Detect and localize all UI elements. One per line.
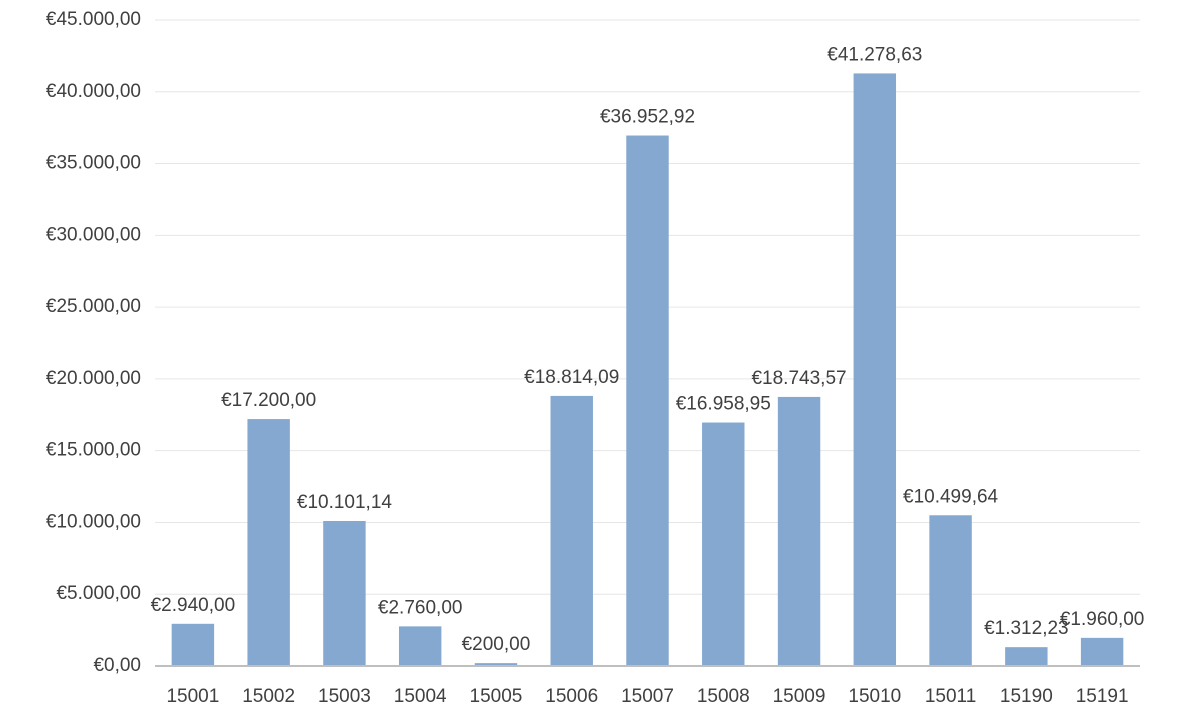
x-tick-label: 15009	[773, 686, 826, 707]
bar	[1005, 647, 1048, 666]
data-label: €18.743,57	[751, 368, 846, 389]
data-label: €16.958,95	[676, 394, 771, 415]
bar	[626, 135, 669, 666]
x-tick-label: 15002	[242, 686, 295, 707]
x-tick-label: 15006	[545, 686, 598, 707]
y-tick-label: €45.000,00	[46, 9, 141, 30]
y-tick-label: €10.000,00	[46, 511, 141, 532]
bar	[247, 419, 290, 666]
y-tick-label: €0,00	[93, 655, 141, 676]
data-label: €1.312,23	[984, 618, 1069, 639]
x-tick-label: 15010	[848, 686, 901, 707]
x-tick-label: 15191	[1076, 686, 1129, 707]
y-tick-label: €25.000,00	[46, 296, 141, 317]
x-tick-label: 15007	[621, 686, 674, 707]
data-label: €17.200,00	[221, 390, 316, 411]
data-label: €1.960,00	[1060, 609, 1145, 630]
bar	[474, 663, 518, 666]
y-tick-label: €30.000,00	[46, 224, 141, 245]
bar	[1080, 637, 1124, 666]
bar	[853, 73, 897, 666]
x-tick-label: 15005	[470, 686, 523, 707]
bar	[777, 396, 821, 666]
bar	[398, 626, 442, 666]
data-label: €10.499,64	[903, 486, 999, 507]
y-tick-label: €5.000,00	[56, 583, 141, 604]
data-label: €41.278,63	[827, 44, 922, 65]
data-label: €10.101,14	[297, 492, 393, 513]
y-tick-label: €40.000,00	[46, 81, 141, 102]
bar	[702, 422, 745, 666]
x-tick-label: 15003	[318, 686, 371, 707]
x-tick-label: 15011	[925, 686, 976, 707]
y-tick-label: €20.000,00	[46, 368, 141, 389]
x-tick-label: 15004	[394, 686, 447, 707]
data-label: €36.952,92	[600, 107, 695, 128]
bar	[550, 395, 593, 666]
bar	[323, 520, 366, 666]
y-tick-label: €35.000,00	[46, 153, 141, 174]
data-label: €2.940,00	[151, 595, 236, 616]
x-tick-label: 15008	[697, 686, 750, 707]
x-tick-label: 15001	[166, 686, 219, 707]
x-tick-label: 15190	[1000, 686, 1053, 707]
y-tick-label: €15.000,00	[46, 440, 141, 461]
bar	[929, 515, 972, 666]
data-label: €18.814,09	[524, 367, 619, 388]
bar	[171, 623, 215, 666]
data-label: €2.760,00	[378, 597, 463, 618]
data-label: €200,00	[462, 634, 531, 655]
